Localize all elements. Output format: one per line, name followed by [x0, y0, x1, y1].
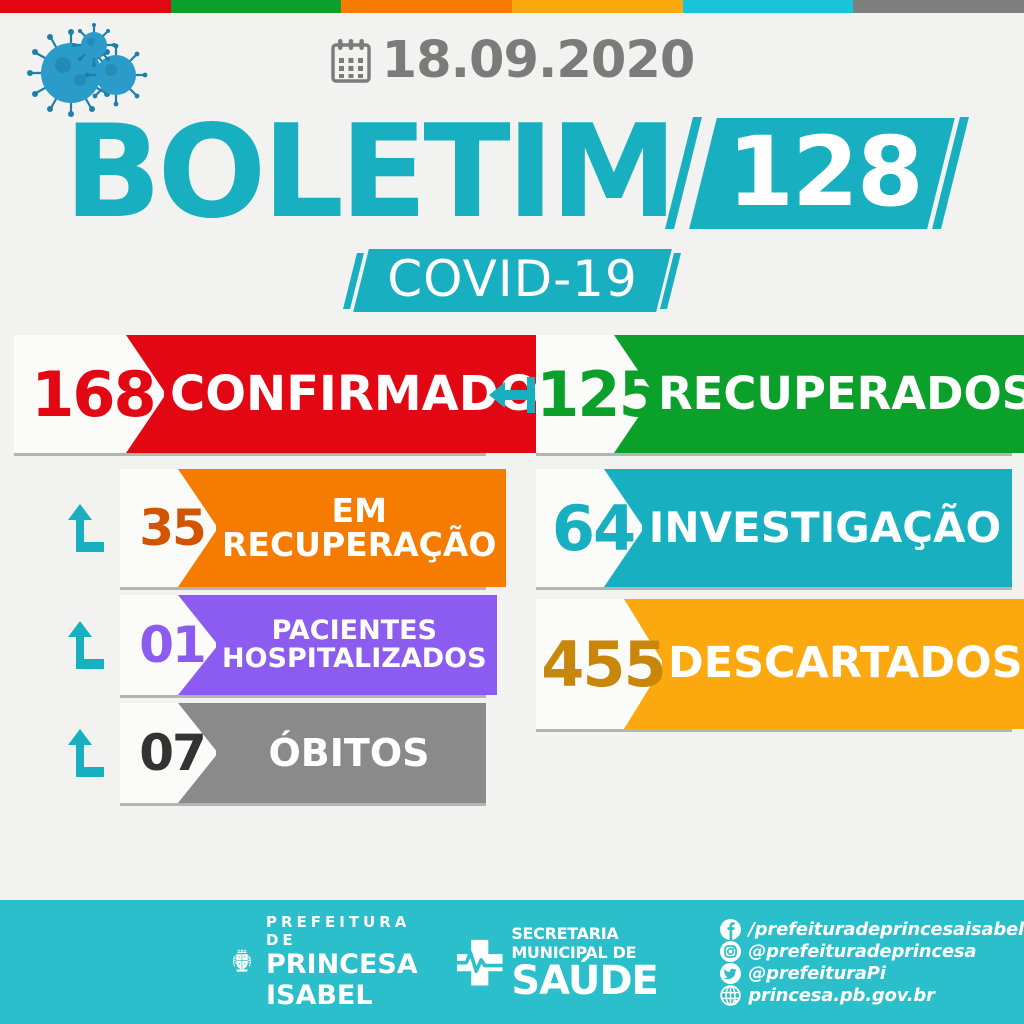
stat-label: DESCARTADOS — [662, 599, 1024, 729]
stat-value: 168 — [31, 357, 156, 431]
secretaria-saude-logo: SECRETARIA MUNICIPAL DE SAÚDE — [451, 924, 681, 1004]
social-handle: @prefeituradeprincesa — [748, 940, 977, 962]
top-bar-segment-green — [170, 0, 342, 13]
facebook-icon — [720, 918, 742, 940]
stat-bar: 168 CONFIRMADOS — [14, 335, 584, 453]
stat-label: INVESTIGAÇÃO — [642, 469, 1012, 587]
twitter-icon — [720, 962, 742, 984]
social-link[interactable]: /prefeituradeprincesaisabel — [720, 918, 1024, 940]
prefeitura-logo: PREFEITURA DE PRINCESA ISABEL — [266, 913, 418, 1011]
subtitle-row: COVID-19 — [0, 249, 1024, 312]
prefeitura-name: PRINCESA ISABEL — [265, 949, 418, 1011]
stat-label: ÓBITOS — [216, 703, 486, 803]
stat-bar: 125 RECUPERADOS — [536, 335, 1024, 453]
stat-label: PACIENTES HOSPITALIZADOS — [216, 595, 497, 695]
social-handle: princesa.pb.gov.br — [748, 984, 935, 1006]
social-link[interactable]: @prefeituraPi — [720, 962, 1024, 984]
coat-of-arms-icon — [233, 949, 251, 973]
page-title: BOLETIM — [63, 98, 678, 247]
health-cross-heartbeat-icon — [451, 939, 508, 986]
stat-value: 64 — [551, 491, 636, 565]
prefeitura-small-label: PREFEITURA DE — [265, 913, 411, 949]
top-bar-segment-cyan — [682, 0, 854, 13]
subtitle: COVID-19 — [386, 250, 638, 308]
statistics-panel: 168 CONFIRMADOS 35 EM RECUPERAÇÃO 01 PACIENTE… — [0, 323, 1024, 843]
footer: PREFEITURA DE PRINCESA ISABEL SECRETARIA… — [0, 900, 1024, 1024]
stat-value: 455 — [541, 627, 666, 701]
date-row: 18.09.2020 — [0, 35, 1024, 86]
stat-bar: 01 PACIENTES HOSPITALIZADOS — [120, 595, 497, 695]
stat-label: CONFIRMADOS — [164, 335, 584, 453]
stat-bar: 64 INVESTIGAÇÃO — [536, 469, 1012, 587]
coronavirus-icon — [8, 23, 158, 118]
top-bar-segment-gray — [853, 0, 1024, 13]
stat-label: EM RECUPERAÇÃO — [216, 469, 507, 587]
social-links: /prefeituradeprincesaisabel @prefeiturade… — [720, 918, 1024, 1006]
stat-value: 07 — [139, 724, 207, 782]
arrow-up-branch-icon — [66, 727, 112, 784]
calendar-icon — [330, 38, 371, 83]
top-bar-segment-orange — [341, 0, 512, 13]
stat-bar: 07 ÓBITOS — [120, 703, 486, 803]
stat-value: 01 — [139, 616, 207, 674]
top-bar-segment-red — [0, 0, 171, 13]
title-row: BOLETIM 128 — [0, 109, 1024, 237]
stat-bar: 455 DESCARTADOS — [536, 599, 1024, 729]
instagram-icon — [720, 940, 742, 962]
social-link[interactable]: princesa.pb.gov.br — [720, 985, 1024, 1006]
stat-value: 35 — [139, 499, 207, 557]
social-link[interactable]: @prefeituradeprincesa — [720, 940, 1024, 962]
top-color-bar — [0, 0, 1024, 13]
arrow-left-icon — [489, 375, 535, 420]
social-handle: @prefeituraPi — [748, 962, 886, 984]
secretaria-bottom-label: SAÚDE — [511, 958, 659, 1004]
social-handle: /prefeituradeprincesaisabel — [748, 918, 1024, 940]
bulletin-date: 18.09.2020 — [381, 31, 696, 90]
top-bar-segment-amber — [511, 0, 683, 13]
stat-label: RECUPERADOS — [652, 335, 1024, 453]
header: 18.09.2020 BOLETIM 128 COVID-19 — [0, 13, 1024, 323]
stat-bar: 35 EM RECUPERAÇÃO — [120, 469, 507, 587]
subtitle-badge: COVID-19 — [352, 249, 672, 312]
secretaria-top-label: SECRETARIA MUNICIPAL DE — [511, 924, 637, 962]
globe-icon — [720, 984, 742, 1006]
bulletin-number-badge: 128 — [688, 115, 955, 229]
arrow-up-branch-icon — [66, 502, 112, 559]
arrow-up-branch-icon — [66, 619, 112, 676]
stat-value: 125 — [536, 357, 661, 431]
bulletin-number: 128 — [726, 115, 922, 228]
